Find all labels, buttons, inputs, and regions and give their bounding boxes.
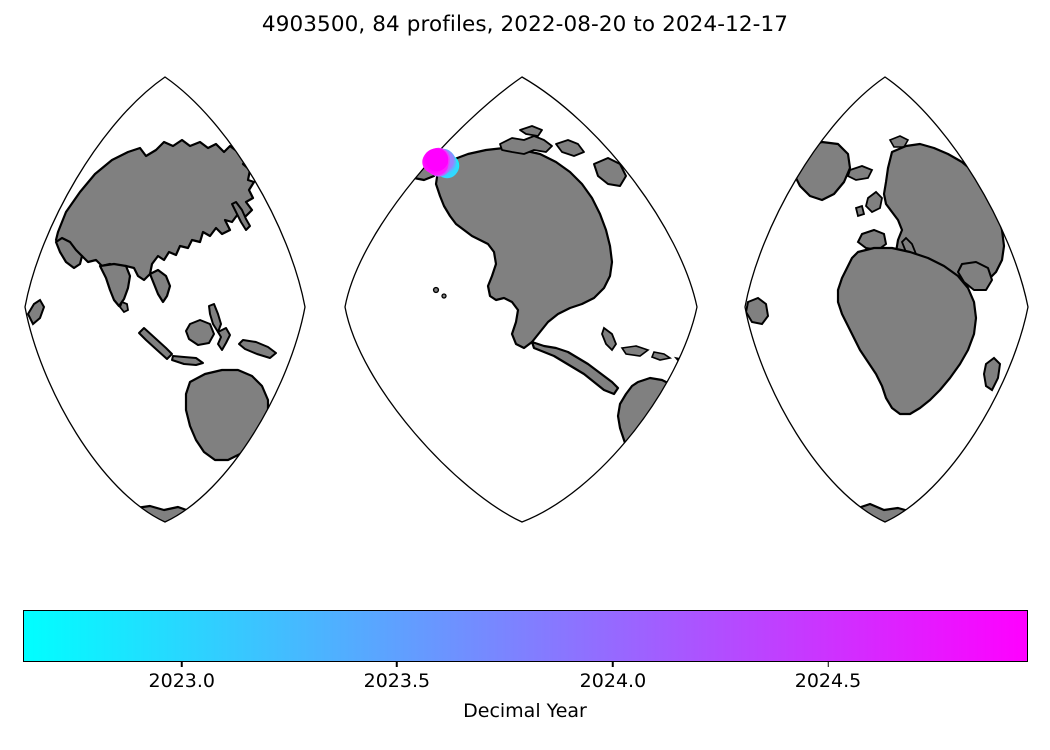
landmass-australia <box>184 368 270 462</box>
map-axes <box>0 52 1050 552</box>
landmass-africa <box>836 246 978 416</box>
lobe-outline-right <box>744 76 1029 523</box>
landmass-florida <box>601 326 618 352</box>
island-dot <box>432 286 440 294</box>
landmass-svalbard <box>888 135 910 148</box>
landmass-arabia-right <box>957 261 993 291</box>
map-lobe-europe-africa <box>745 135 1006 522</box>
tick-label: 2023.5 <box>363 670 431 692</box>
landmass-antarctica-middle <box>484 518 622 522</box>
island-dot <box>352 453 358 459</box>
landmass-japan <box>231 201 251 231</box>
colorbar-tick: 2024.5 <box>795 662 861 692</box>
landmass-south-america <box>616 376 697 522</box>
landmass-tasmania <box>241 461 254 474</box>
colorbar-gradient <box>23 610 1028 662</box>
colorbar[interactable] <box>23 610 1028 662</box>
landmass-arabia <box>54 236 84 270</box>
profile-point <box>425 148 449 172</box>
colorbar-tick-row: 2023.0 2023.5 2024.0 2024.5 <box>23 662 1028 702</box>
landmass-india <box>98 262 132 308</box>
lobe-outline-middle <box>344 76 698 523</box>
landmass-antarctica-right <box>838 500 968 522</box>
tick-label: 2023.0 <box>148 670 216 692</box>
landmass-canadian-arctic <box>499 125 585 157</box>
world-map <box>24 76 1029 523</box>
landmass-indochina <box>148 268 172 304</box>
map-lobe-asia-australia <box>26 138 318 522</box>
landmass-central-america <box>530 340 620 396</box>
landmass-new-guinea <box>238 339 277 359</box>
landmass-greenland-edge <box>593 157 627 187</box>
colorbar-tick: 2023.5 <box>364 662 430 692</box>
island-dot <box>441 293 447 299</box>
tick-label: 2024.5 <box>794 670 862 692</box>
island-dot <box>650 518 658 522</box>
tick-mark <box>827 662 829 667</box>
landmass-north-america <box>434 146 614 350</box>
landmass-british-isles <box>854 190 883 218</box>
landmass-madagascar <box>982 356 1002 392</box>
colorbar-axis-label: Decimal Year <box>463 700 587 722</box>
island-dot <box>314 394 318 398</box>
landmass-iceland <box>846 165 874 181</box>
lobe-outline-left <box>24 76 306 523</box>
landmass-caribbean <box>620 345 695 366</box>
landmass-philippines <box>208 303 222 333</box>
landmass-new-zealand <box>294 421 305 461</box>
profile-scatter-points <box>422 147 460 179</box>
tick-mark <box>181 662 183 667</box>
tick-mark <box>396 662 398 667</box>
landmass-sulawesi <box>217 327 231 351</box>
landmass-sumatra <box>138 327 173 360</box>
landmass-madagascar-edge <box>26 298 46 326</box>
landmass-java <box>171 355 204 366</box>
colorbar-tick: 2024.0 <box>580 662 646 692</box>
landmass-sri-lanka <box>118 300 129 314</box>
tick-label: 2024.0 <box>579 670 647 692</box>
landmass-borneo <box>185 319 215 346</box>
landmass-brazil-edge <box>745 296 770 326</box>
colorbar-tick: 2023.0 <box>149 662 215 692</box>
tick-mark <box>612 662 614 667</box>
page-title: 4903500, 84 profiles, 2022-08-20 to 2024… <box>261 12 789 37</box>
island-dot <box>105 480 113 488</box>
island-dot <box>283 401 289 407</box>
map-lobe-americas <box>352 125 697 522</box>
landmass-eurasia <box>54 138 256 282</box>
